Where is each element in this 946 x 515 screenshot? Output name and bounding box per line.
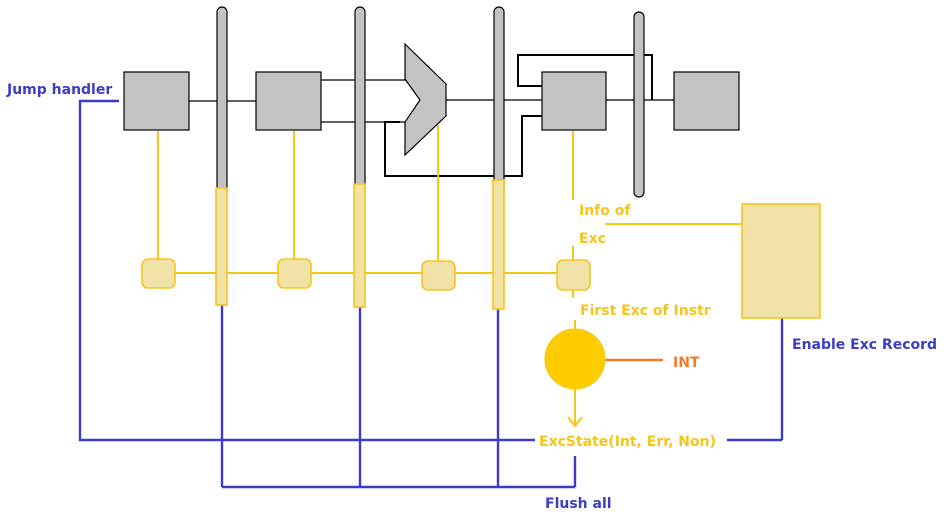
pipeline-stages [123, 42, 740, 157]
latch-3 [493, 6, 505, 198]
forward-loop-bottom [384, 115, 542, 177]
pipeline-latches [216, 6, 645, 198]
exc-record-box [741, 203, 821, 319]
exc-detector-circle [544, 328, 606, 390]
first-exc-label: First Exc of Instr [580, 303, 711, 319]
exc-info-box-1 [141, 258, 176, 289]
alu-shape [404, 42, 447, 157]
int-label: INT [673, 355, 700, 371]
exc-latch-2 [353, 183, 366, 308]
control-wires [78, 99, 784, 489]
forward-loop-top [517, 54, 653, 100]
latch-4 [633, 11, 645, 198]
exc-state-label: ExcState(Int, Err, Non) [539, 434, 716, 450]
labels: Jump handler Info of Exc First Exc of In… [6, 82, 937, 512]
exc-to-state-arrow [567, 416, 583, 428]
stage-box-2 [255, 71, 322, 131]
stage-box-1 [123, 71, 190, 131]
jump-handler-label: Jump handler [6, 82, 112, 98]
stage-box-4 [541, 71, 607, 131]
exception-wires [157, 125, 742, 428]
exc-latch-1 [215, 187, 228, 306]
exc-info-box-4 [556, 259, 591, 291]
enable-exc-record-label: Enable Exc Record [792, 337, 937, 353]
exc-latch-3 [492, 179, 505, 310]
exception-latches [215, 179, 505, 310]
latch-1 [216, 6, 228, 198]
info-of-exc-label-line2: Exc [579, 231, 606, 247]
exc-info-box-3 [421, 260, 456, 291]
exception-info-boxes [141, 258, 591, 291]
latch-2 [354, 6, 366, 198]
info-of-exc-label-line1: Info of [579, 203, 631, 219]
exc-info-box-2 [277, 258, 312, 289]
flush-all-label: Flush all [545, 496, 612, 512]
jump-handler-wire [78, 99, 535, 442]
stage-box-5 [673, 71, 740, 131]
